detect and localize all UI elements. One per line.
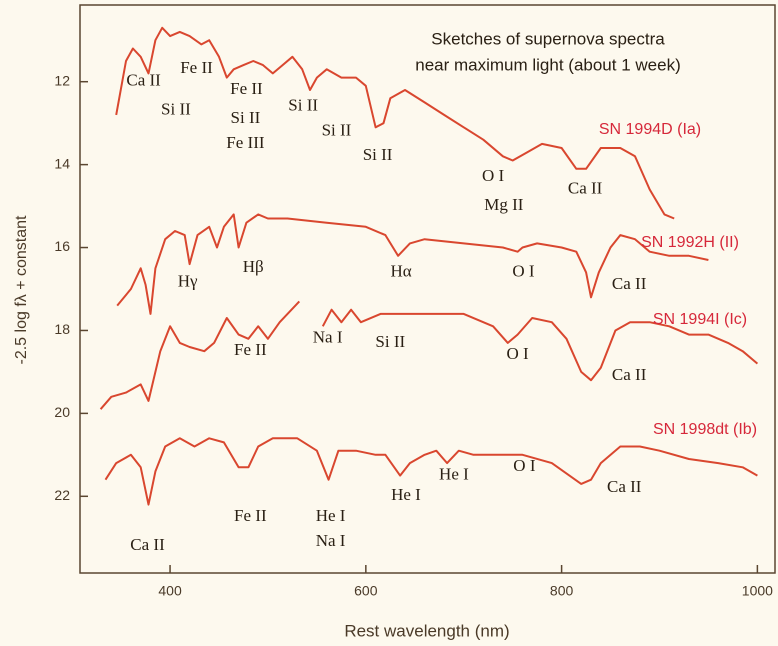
series-label: SN 1994I (Ic) [653, 311, 747, 328]
line-annotation: Ca II [612, 365, 647, 384]
line-annotation: Na I [316, 531, 346, 550]
line-annotation: Fe II [234, 506, 267, 525]
y-axis-label: -2.5 log fλ + constant [13, 215, 30, 365]
x-tick-label: 800 [550, 583, 574, 599]
x-axis-label: Rest wavelength (nm) [344, 621, 509, 640]
line-annotation: Hβ [243, 257, 264, 276]
line-annotation: He I [439, 464, 469, 483]
line-annotation: Fe II [180, 58, 213, 77]
y-tick-label: 20 [54, 404, 70, 420]
line-annotation: Si II [231, 108, 261, 127]
series-label: SN 1998dt (Ib) [653, 421, 757, 438]
line-annotation: He I [391, 485, 421, 504]
line-annotation: Ca II [130, 535, 165, 554]
line-annotation: Ca II [568, 178, 603, 197]
x-tick-label: 400 [158, 583, 182, 599]
line-annotation: Ca II [607, 477, 642, 496]
y-tick-label: 12 [54, 72, 70, 88]
x-tick-label: 1000 [742, 583, 773, 599]
line-annotation: Si II [363, 145, 393, 164]
y-tick-label: 14 [54, 155, 70, 171]
chart-title: near maximum light (about 1 week) [415, 55, 681, 74]
line-annotation: Mg II [484, 195, 524, 214]
line-annotation: Si II [322, 120, 352, 139]
line-annotation: Si II [161, 100, 191, 119]
line-annotation: Na I [313, 328, 343, 347]
line-annotation: Si II [375, 332, 405, 351]
spectrum-line [115, 26, 675, 220]
x-tick-label: 600 [354, 583, 378, 599]
line-annotation: Si II [288, 95, 318, 114]
y-tick-label: 16 [54, 238, 70, 254]
y-tick-label: 18 [54, 321, 70, 337]
series-label: SN 1992H (II) [641, 234, 739, 251]
plot-frame [79, 4, 776, 574]
line-annotation: O I [512, 261, 535, 280]
line-annotation: Fe II [230, 79, 263, 98]
line-annotation: O I [482, 166, 505, 185]
line-annotation: He I [316, 506, 346, 525]
spectrum-line [99, 300, 759, 410]
chart-title: Sketches of supernova spectra [431, 29, 665, 48]
line-annotation: Hγ [178, 272, 198, 291]
spectrum-line [116, 213, 709, 315]
line-annotation: Hα [390, 261, 411, 280]
line-annotation: O I [513, 456, 536, 475]
line-annotation: Ca II [612, 274, 647, 293]
line-annotation: Ca II [126, 71, 161, 90]
line-annotation: Fe III [226, 133, 265, 152]
spectrum-line [104, 437, 758, 506]
series-label: SN 1994D (Ia) [599, 121, 701, 138]
line-annotation: O I [506, 344, 529, 363]
line-annotation: Fe II [234, 340, 267, 359]
y-tick-label: 22 [54, 487, 70, 503]
